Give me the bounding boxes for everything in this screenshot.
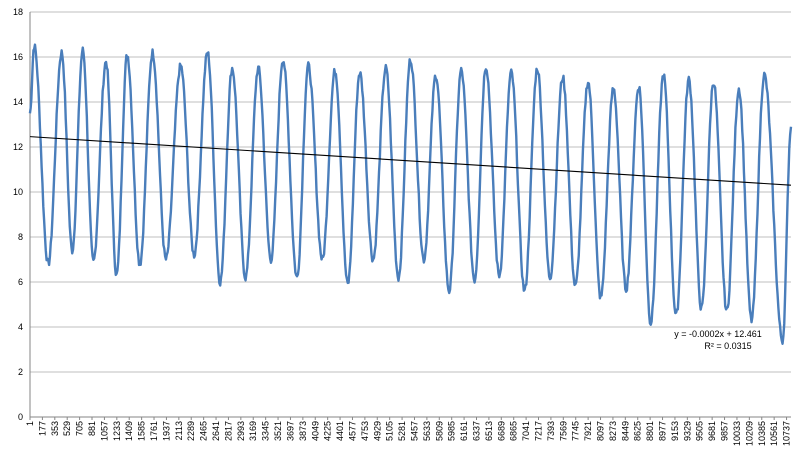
x-tick-label: 7393 bbox=[546, 421, 556, 441]
x-tick-label: 9153 bbox=[670, 421, 680, 441]
x-tick-label: 1585 bbox=[137, 421, 147, 441]
x-tick-label: 177 bbox=[37, 421, 47, 436]
x-tick-label: 6161 bbox=[459, 421, 469, 441]
x-tick-label: 10033 bbox=[732, 421, 742, 446]
x-tick-label: 705 bbox=[75, 421, 85, 436]
y-tick-label: 4 bbox=[18, 322, 23, 332]
x-tick-label: 9329 bbox=[682, 421, 692, 441]
x-tick-labels: 1 177 353 529 705 881 1057 1233 1409 1585 1761 1937… bbox=[25, 417, 792, 446]
x-tick-label: 8625 bbox=[633, 421, 643, 441]
x-tick-label: 10209 bbox=[744, 421, 754, 446]
x-tick-label: 5281 bbox=[397, 421, 407, 441]
x-tick-label: 7569 bbox=[558, 421, 568, 441]
x-tick-label: 6689 bbox=[496, 421, 506, 441]
x-tick-label: 8097 bbox=[596, 421, 606, 441]
x-tick-label: 881 bbox=[87, 421, 97, 436]
x-tick-label: 7217 bbox=[534, 421, 544, 441]
trend-layer bbox=[29, 136, 792, 186]
x-tick-label: 9505 bbox=[695, 421, 705, 441]
x-tick-label: 2993 bbox=[236, 421, 246, 441]
x-tick-label: 1057 bbox=[99, 421, 109, 441]
y-tick-label: 12 bbox=[13, 142, 23, 152]
trendline-r-squared: R² = 0.0315 bbox=[704, 341, 751, 351]
x-tick-label: 4577 bbox=[347, 421, 357, 441]
x-tick-label: 7921 bbox=[583, 421, 593, 441]
x-tick-label: 4225 bbox=[323, 421, 333, 441]
series-line bbox=[28, 43, 793, 345]
x-tick-label: 10737 bbox=[782, 421, 792, 446]
x-tick-label: 5985 bbox=[447, 421, 457, 441]
x-tick-label: 1 bbox=[25, 421, 35, 426]
grid-layer bbox=[30, 11, 791, 418]
trendline bbox=[29, 136, 792, 186]
x-tick-label: 8449 bbox=[620, 421, 630, 441]
x-tick-label: 3345 bbox=[261, 421, 271, 441]
x-tick-label: 2289 bbox=[186, 421, 196, 441]
y-tick-label: 8 bbox=[18, 232, 23, 242]
x-tick-label: 4753 bbox=[360, 421, 370, 441]
x-tick-label: 4929 bbox=[372, 421, 382, 441]
x-tick-label: 1937 bbox=[161, 421, 171, 441]
x-tick-label: 1409 bbox=[124, 421, 134, 441]
x-tick-label: 3697 bbox=[285, 421, 295, 441]
y-tick-label: 16 bbox=[13, 52, 23, 62]
x-tick-label: 3521 bbox=[273, 421, 283, 441]
x-tick-label: 5105 bbox=[385, 421, 395, 441]
y-tick-label: 18 bbox=[13, 7, 23, 17]
y-tick-labels: 0 2 4 6 8 10 12 14 16 18 bbox=[13, 7, 23, 422]
x-tick-label: 2817 bbox=[223, 421, 233, 441]
x-tick-label: 10385 bbox=[757, 421, 767, 446]
axis-layer bbox=[29, 12, 791, 418]
trendline-equation: y = -0.0002x + 12.461 bbox=[674, 329, 762, 339]
x-tick-label: 8801 bbox=[645, 421, 655, 441]
x-tick-label: 3169 bbox=[248, 421, 258, 441]
x-tick-label: 4401 bbox=[335, 421, 345, 441]
x-tick-label: 9857 bbox=[720, 421, 730, 441]
y-tick-label: 6 bbox=[18, 277, 23, 287]
x-tick-label: 10561 bbox=[769, 421, 779, 446]
x-tick-label: 6865 bbox=[509, 421, 519, 441]
x-tick-label: 8977 bbox=[658, 421, 668, 441]
x-tick-label: 3873 bbox=[298, 421, 308, 441]
y-tick-label: 14 bbox=[13, 97, 23, 107]
x-tick-label: 4049 bbox=[310, 421, 320, 441]
x-tick-label: 7041 bbox=[521, 421, 531, 441]
y-tick-label: 2 bbox=[18, 367, 23, 377]
series-layer bbox=[28, 43, 793, 345]
x-tick-label: 8273 bbox=[608, 421, 618, 441]
x-tick-label: 2641 bbox=[211, 421, 221, 441]
x-tick-label: 353 bbox=[50, 421, 60, 436]
x-tick-label: 6513 bbox=[484, 421, 494, 441]
x-tick-label: 6337 bbox=[471, 421, 481, 441]
x-tick-label: 5633 bbox=[422, 421, 432, 441]
x-tick-label: 9681 bbox=[707, 421, 717, 441]
x-tick-label: 2113 bbox=[174, 421, 184, 440]
x-tick-label: 5809 bbox=[434, 421, 444, 441]
y-tick-label: 0 bbox=[18, 412, 23, 422]
x-tick-label: 529 bbox=[62, 421, 72, 436]
x-tick-label: 2465 bbox=[199, 421, 209, 441]
x-tick-label: 7745 bbox=[571, 421, 581, 441]
y-tick-label: 10 bbox=[13, 187, 23, 197]
x-tick-label: 1233 bbox=[112, 421, 122, 441]
x-tick-label: 5457 bbox=[409, 421, 419, 441]
x-tick-label: 1761 bbox=[149, 421, 159, 441]
